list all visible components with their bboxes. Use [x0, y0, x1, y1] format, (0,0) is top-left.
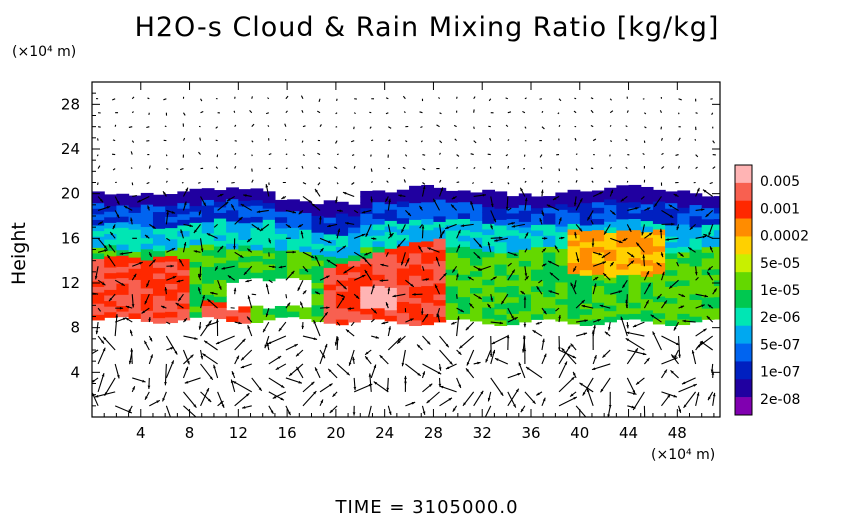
x-tick-label: 8 — [185, 424, 195, 442]
y-tick-label: 24 — [61, 140, 80, 158]
y-axis: 4 8 12 16 20 24 28 — [61, 92, 720, 407]
x-tick-label: 28 — [424, 424, 443, 442]
x-tick-label: 16 — [278, 424, 297, 442]
colorbar-label: 5e-05 — [760, 256, 800, 272]
y-tick-label: 12 — [61, 274, 80, 292]
y-tick-label: 20 — [61, 185, 80, 203]
x-tick-label: 20 — [326, 424, 345, 442]
colorbar-swatch — [735, 254, 752, 273]
y-tick-label: 16 — [61, 229, 80, 247]
colorbar-label: 5e-07 — [760, 337, 800, 353]
colorbar-swatch — [735, 325, 752, 344]
x-tick-label: 48 — [668, 424, 687, 442]
colorbar-label: 2e-06 — [760, 310, 800, 326]
colorbar-swatch — [735, 272, 752, 291]
y-axis-unit: (×10⁴ m) — [12, 44, 77, 60]
colorbar-swatch — [735, 218, 752, 237]
x-tick-label: 32 — [473, 424, 492, 442]
x-tick-label: 40 — [570, 424, 589, 442]
colorbar-label: 1e-07 — [760, 365, 800, 381]
mixing-ratio-field — [92, 184, 720, 327]
colorbar-label: 0.001 — [760, 201, 800, 217]
colorbar-swatch — [735, 200, 752, 219]
y-tick-label: 4 — [70, 363, 80, 381]
colorbar-label: 0.0002 — [760, 229, 809, 245]
colorbar-swatch — [735, 361, 752, 380]
x-tick-label: 4 — [136, 424, 146, 442]
x-tick-label: 44 — [619, 424, 638, 442]
colorbar-swatch — [735, 165, 752, 184]
x-tick-label: 36 — [521, 424, 540, 442]
colorbar-swatch — [735, 182, 752, 202]
colorbar-swatch — [735, 290, 752, 309]
colorbar-label: 1e-05 — [760, 283, 800, 299]
x-tick-label: 24 — [375, 424, 394, 442]
y-tick-label: 28 — [61, 95, 80, 113]
time-label: TIME = 3105000.0 — [335, 497, 519, 518]
colorbar: 0.005 0.001 0.0002 5e-05 1e-05 2e-06 5e-07 1e-0… — [734, 164, 809, 416]
colorbar-label: 2e-08 — [760, 392, 800, 408]
y-tick-label: 8 — [70, 319, 80, 337]
colorbar-swatch — [735, 343, 752, 362]
wind-vectors — [92, 95, 718, 417]
chart-title: H2O-s Cloud & Rain Mixing Ratio [kg/kg] — [134, 12, 720, 43]
x-tick-label: 12 — [229, 424, 248, 442]
x-axis: 4 8 12 16 20 24 28 32 36 40 44 48 — [103, 82, 715, 442]
colorbar-swatch — [735, 307, 752, 327]
colorbar-swatch — [735, 379, 752, 398]
x-axis-unit: (×10⁴ m) — [651, 447, 716, 463]
colorbar-swatch — [735, 236, 752, 255]
colorbar-label: 0.005 — [760, 174, 800, 190]
colorbar-swatch — [735, 397, 752, 416]
